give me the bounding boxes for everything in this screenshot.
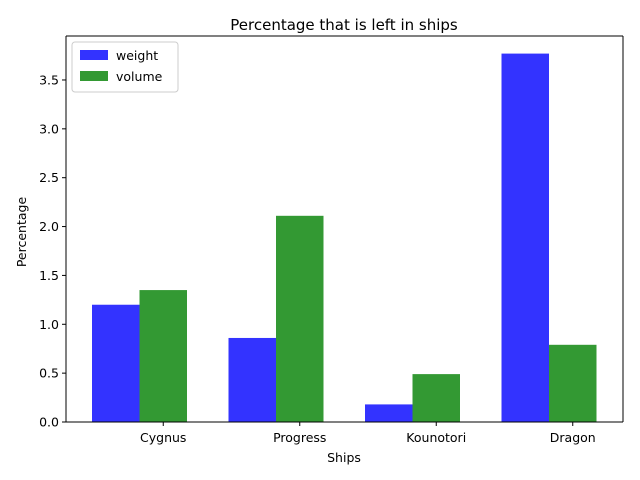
chart-title: Percentage that is left in ships	[230, 16, 458, 34]
y-tick-label: 2.0	[39, 219, 59, 234]
x-axis-label: Ships	[327, 450, 361, 465]
ticks-layer: 0.0 0.5 1.0 1.5 2.0 2.5 3.0 3.5 Cygnus Progress Ko…	[39, 72, 596, 445]
x-tick-label-progress: Progress	[273, 430, 326, 445]
x-tick-label-kounotori: Kounotori	[406, 430, 466, 445]
axes-layer	[65, 35, 624, 423]
legend-swatch-weight	[80, 50, 108, 60]
y-axis-label: Percentage	[14, 197, 29, 268]
bar-weight-progress	[228, 337, 276, 422]
bar-weight-dragon	[501, 53, 549, 422]
bar-volume-progress	[276, 215, 324, 422]
x-tick-label-cygnus: Cygnus	[140, 430, 186, 445]
bar-volume-kounotori	[412, 374, 460, 422]
y-tick-label: 0.5	[39, 366, 59, 381]
legend-label-volume: volume	[116, 69, 163, 84]
y-tick-label: 3.5	[39, 72, 59, 87]
bar-weight-kounotori	[365, 404, 413, 422]
bar-weight-cygnus	[92, 304, 140, 422]
legend-swatch-volume	[80, 71, 108, 81]
bars-layer	[92, 53, 597, 422]
legend: weight volume	[71, 41, 179, 93]
y-tick-label: 3.0	[39, 121, 59, 136]
y-tick-label: 1.5	[39, 268, 59, 283]
bar-volume-cygnus	[139, 290, 187, 422]
y-tick-label: 1.0	[39, 317, 59, 332]
y-tick-label: 2.5	[39, 170, 59, 185]
y-tick-label: 0.0	[39, 415, 59, 430]
legend-label-weight: weight	[116, 48, 158, 63]
x-tick-label-dragon: Dragon	[550, 430, 596, 445]
bar-volume-dragon	[549, 344, 597, 422]
